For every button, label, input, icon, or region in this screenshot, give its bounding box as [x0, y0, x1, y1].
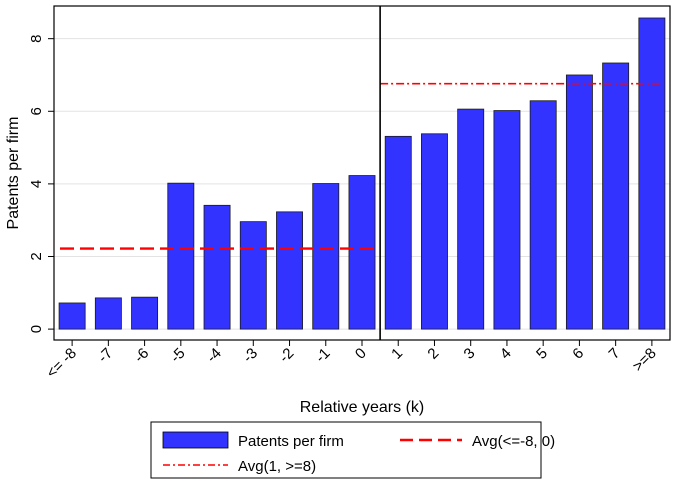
bar [276, 211, 303, 330]
legend-box [150, 421, 542, 479]
reference-lines [60, 82, 664, 250]
bar [602, 62, 630, 330]
bar [565, 74, 593, 330]
bar [239, 221, 267, 330]
y-axis-ticks: 0 2 4 6 8 [28, 35, 54, 333]
legend-label-avg-post: Avg(1, >=8) [238, 458, 316, 475]
bar [421, 133, 448, 330]
x-tick-label: >=8 [629, 345, 659, 375]
y-axis-label: Patents per firm [5, 117, 22, 230]
x-tick-label: 4 [497, 345, 515, 363]
y-tick-label: 8 [28, 35, 45, 43]
x-tick-label: <= -8 [43, 345, 80, 382]
x-tick-label: 2 [424, 345, 442, 363]
x-tick-label: -6 [131, 345, 152, 366]
bar [493, 110, 521, 330]
x-axis-label: Relative years (k) [300, 399, 424, 416]
x-axis-ticks: <= -8 -7 -6 -5 -4 -3 -2 -1 0 1 2 3 4 5 6 7 >=8 [43, 340, 660, 382]
x-tick-label: -5 [167, 345, 188, 366]
bar [167, 182, 195, 330]
x-tick-label: -4 [203, 345, 224, 366]
bar [638, 17, 666, 330]
x-tick-label: 5 [533, 345, 551, 363]
bar [203, 204, 231, 330]
bar [94, 297, 122, 330]
y-tick-label: 4 [28, 180, 45, 188]
x-tick-label: 3 [461, 345, 479, 363]
y-tick-label: 0 [28, 325, 45, 333]
bars [58, 17, 666, 330]
x-tick-label: -7 [95, 345, 116, 366]
y-tick-label: 6 [28, 107, 45, 115]
x-tick-label: -1 [312, 345, 333, 366]
y-tick-label: 2 [28, 252, 45, 260]
x-tick-label: -3 [240, 345, 261, 366]
legend-label-avg-pre: Avg(<=-8, 0) [472, 433, 555, 450]
x-tick-label: 7 [606, 345, 624, 363]
legend-swatch-bars [162, 431, 229, 449]
bar [348, 175, 376, 330]
legend: Patents per firm Avg(<=-8, 0) Avg(1, >=8… [150, 421, 555, 479]
bar [58, 302, 86, 330]
x-tick-label: -2 [276, 345, 297, 366]
legend-label-bars: Patents per firm [238, 433, 344, 450]
x-tick-label: 6 [569, 345, 587, 363]
bar [131, 296, 159, 330]
x-tick-label: 0 [352, 345, 370, 363]
bar [312, 183, 340, 330]
bar [457, 108, 485, 330]
bar [529, 100, 557, 330]
x-tick-label: 1 [388, 345, 406, 363]
bar [384, 135, 412, 330]
